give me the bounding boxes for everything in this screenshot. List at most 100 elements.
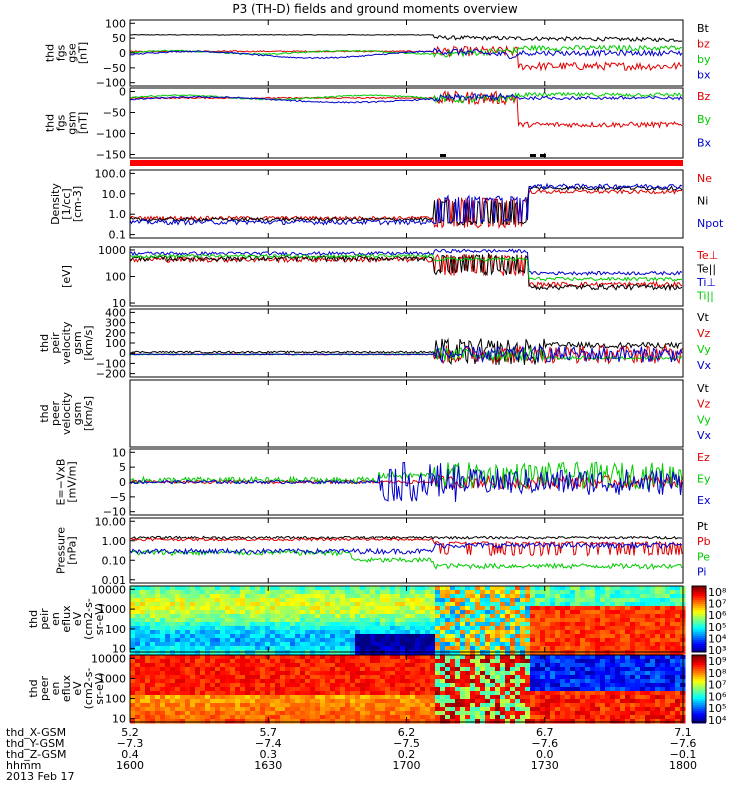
heatmap-cell	[235, 586, 241, 591]
heatmap-cell	[575, 606, 581, 611]
heatmap-cell	[280, 610, 286, 615]
heatmap-cell	[440, 602, 446, 607]
heatmap-cell	[190, 687, 196, 692]
colorbar-cell	[692, 610, 706, 613]
heatmap-cell	[470, 630, 476, 635]
heatmap-cell	[580, 586, 586, 591]
heatmap-cell	[240, 679, 246, 684]
heatmap-cell	[640, 655, 646, 660]
heatmap-cell	[490, 610, 496, 615]
heatmap-cell	[325, 586, 331, 591]
heatmap-cell	[560, 687, 566, 692]
heatmap-cell	[675, 659, 681, 664]
heatmap-cell	[345, 602, 351, 607]
heatmap-cell	[455, 610, 461, 615]
heatmap-cell	[510, 715, 516, 720]
heatmap-cell	[660, 671, 666, 676]
heatmap-cell	[490, 683, 496, 688]
heatmap-cell	[560, 602, 566, 607]
heatmap-cell	[480, 663, 486, 668]
heatmap-cell	[335, 630, 341, 635]
heatmap-cell	[565, 703, 571, 708]
heatmap-cell	[435, 691, 441, 696]
heatmap-cell	[625, 642, 631, 647]
heatmap-cell	[410, 691, 416, 696]
heatmap-cell	[310, 679, 316, 684]
heatmap-cell	[620, 719, 626, 724]
heatmap-cell	[535, 675, 541, 680]
heatmap-cell	[170, 634, 176, 639]
heatmap-cell	[615, 610, 621, 615]
heatmap-cell	[380, 622, 386, 627]
heatmap-cell	[150, 590, 156, 595]
heatmap-cell	[130, 622, 136, 627]
heatmap-cell	[360, 602, 366, 607]
heatmap-cell	[490, 646, 496, 651]
heatmap-cell	[220, 634, 226, 639]
heatmap-cell	[180, 606, 186, 611]
heatmap-cell	[345, 683, 351, 688]
heatmap-cell	[335, 699, 341, 704]
heatmap-cell	[450, 622, 456, 627]
heatmap-cell	[150, 719, 156, 724]
heatmap-cell	[415, 683, 421, 688]
heatmap-cell	[260, 638, 266, 643]
heatmap-cell	[525, 675, 531, 680]
heatmap-cell	[485, 711, 491, 716]
heatmap-cell	[515, 719, 521, 724]
heatmap-cell	[395, 691, 401, 696]
heatmap-cell	[545, 626, 551, 631]
heatmap-cell	[370, 618, 376, 623]
heatmap-cell	[145, 687, 151, 692]
heatmap-cell	[335, 598, 341, 603]
heatmap-cell	[445, 667, 451, 672]
footer-value: 6.7	[536, 726, 554, 739]
heatmap-cell	[280, 703, 286, 708]
heatmap-cell	[130, 618, 136, 623]
heatmap-cell	[450, 679, 456, 684]
heatmap-cell	[665, 602, 671, 607]
heatmap-cell	[205, 703, 211, 708]
heatmap-cell	[215, 602, 221, 607]
heatmap-cell	[285, 671, 291, 676]
heatmap-cell	[500, 590, 506, 595]
heatmap-cell	[455, 687, 461, 692]
heatmap-cell	[655, 719, 661, 724]
heatmap-cell	[330, 626, 336, 631]
heatmap-cell	[420, 703, 426, 708]
heatmap-cell	[155, 711, 161, 716]
heatmap-cell	[225, 699, 231, 704]
heatmap-cell	[325, 687, 331, 692]
heatmap-cell	[295, 695, 301, 700]
heatmap-cell	[265, 598, 271, 603]
heatmap-cell	[465, 634, 471, 639]
heatmap-cell	[550, 699, 556, 704]
footer-value: 1600	[116, 759, 144, 772]
heatmap-cell	[175, 715, 181, 720]
heatmap-cell	[290, 695, 296, 700]
heatmap-cell	[545, 695, 551, 700]
heatmap-cell	[350, 695, 356, 700]
heatmap-cell	[565, 679, 571, 684]
heatmap-cell	[185, 642, 191, 647]
heatmap-cell	[240, 598, 246, 603]
heatmap-cell	[425, 679, 431, 684]
heatmap-cell	[185, 614, 191, 619]
y-tick-label: 10.00	[95, 515, 127, 528]
heatmap-cell	[230, 719, 236, 724]
heatmap-cell	[335, 646, 341, 651]
heatmap-cell	[670, 626, 676, 631]
heatmap-cell	[635, 626, 641, 631]
heatmap-cell	[505, 667, 511, 672]
heatmap-cell	[530, 703, 536, 708]
heatmap-cell	[610, 691, 616, 696]
heatmap-cell	[360, 699, 366, 704]
heatmap-cell	[490, 622, 496, 627]
heatmap-cell	[140, 691, 146, 696]
heatmap-cell	[320, 679, 326, 684]
heatmap-cell	[445, 622, 451, 627]
heatmap-cell	[145, 675, 151, 680]
heatmap-cell	[400, 707, 406, 712]
heatmap-cell	[585, 695, 591, 700]
heatmap-cell	[650, 683, 656, 688]
